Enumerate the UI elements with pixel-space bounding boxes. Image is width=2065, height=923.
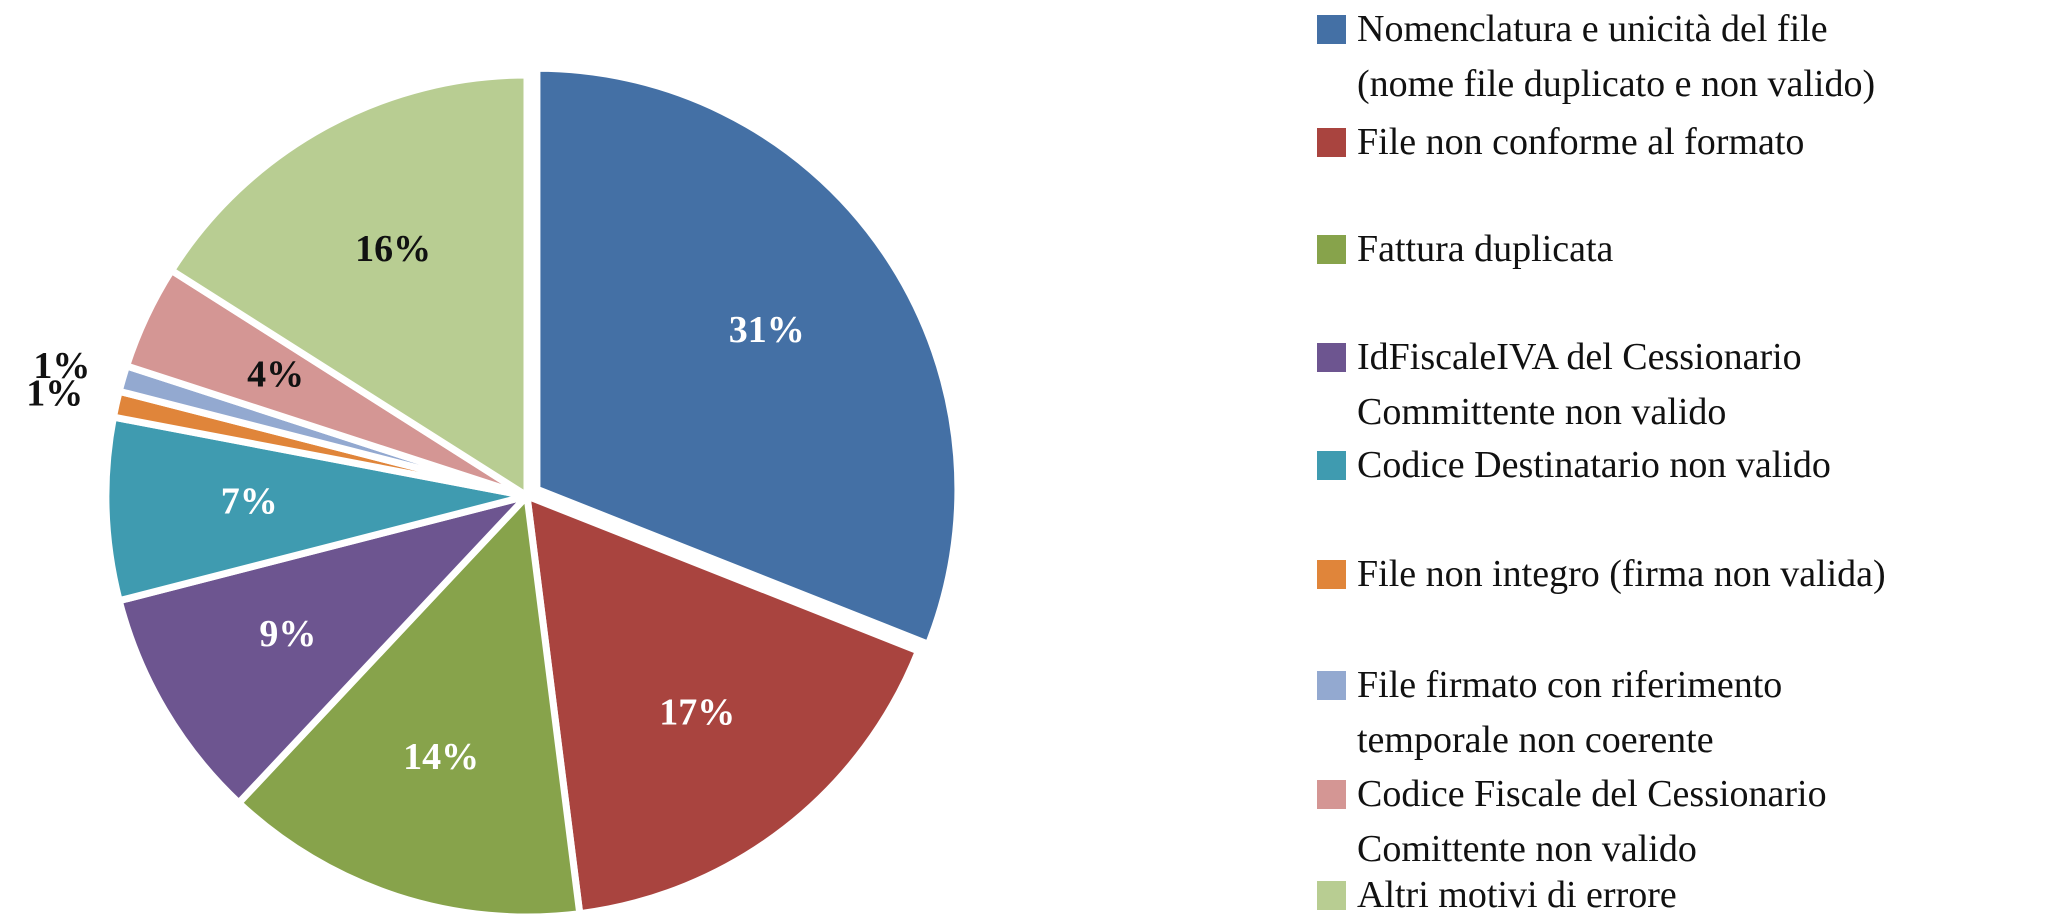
data-label: 7% bbox=[221, 480, 278, 522]
data-label: 31% bbox=[729, 309, 805, 351]
legend-swatch bbox=[1317, 343, 1346, 372]
data-label: 14% bbox=[403, 736, 479, 778]
pie-slice bbox=[533, 64, 962, 649]
legend-swatch bbox=[1317, 128, 1346, 157]
legend-swatch bbox=[1317, 451, 1346, 480]
data-label: 16% bbox=[355, 228, 431, 270]
pie-slice bbox=[102, 413, 528, 605]
pie-slice bbox=[522, 490, 923, 918]
legend-swatch bbox=[1317, 235, 1346, 264]
legend-label: Fattura duplicata bbox=[1357, 228, 1614, 270]
pie-slice bbox=[114, 489, 538, 808]
legend-label: IdFiscaleIVA del Cessionario Committente… bbox=[1357, 336, 1802, 433]
legend-swatch bbox=[1317, 780, 1346, 809]
legend-label: File non integro (firma non valida) bbox=[1357, 553, 1886, 595]
legend-label: Nomenclatura e unicità del file (nome fi… bbox=[1357, 8, 1876, 105]
data-label: 1% bbox=[26, 373, 83, 415]
data-label: 1% bbox=[33, 345, 90, 387]
legend-label: Codice Destinatario non valido bbox=[1357, 444, 1831, 486]
legend-swatch bbox=[1317, 671, 1346, 700]
data-label: 17% bbox=[659, 691, 735, 733]
legend-label: Altri motivi di errore bbox=[1357, 874, 1677, 916]
data-label: 4% bbox=[247, 353, 304, 395]
legend-label: Codice Fiscale del Cessionario Comittent… bbox=[1357, 773, 1827, 870]
pie-slice bbox=[233, 488, 584, 921]
pie-slice bbox=[166, 71, 531, 503]
legend-swatch bbox=[1317, 881, 1346, 910]
chart: 31% 17% 14% 9% 7% 1%1% 4% 16% bbox=[26, 64, 962, 921]
data-label: 9% bbox=[259, 613, 316, 655]
legend-label: File non conforme al formato bbox=[1357, 121, 1805, 163]
legend-swatch bbox=[1317, 15, 1346, 44]
legend-swatch bbox=[1317, 560, 1346, 589]
legend-label: File firmato con riferimento temporale n… bbox=[1357, 664, 1783, 761]
